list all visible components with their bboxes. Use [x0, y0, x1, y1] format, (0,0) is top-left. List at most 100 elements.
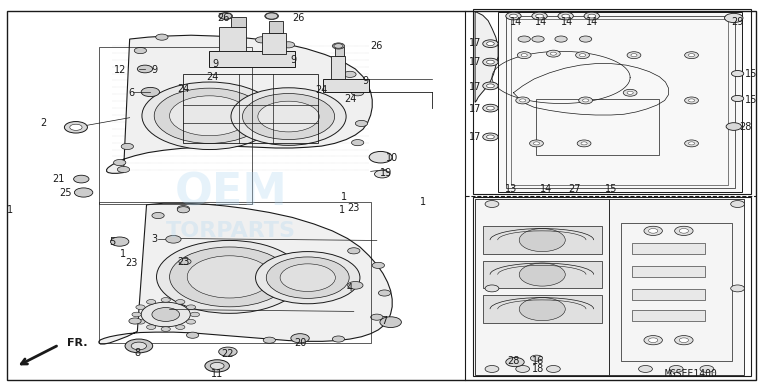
Circle shape [532, 36, 544, 42]
Bar [506, 16, 734, 188]
Circle shape [483, 40, 498, 47]
Text: 9: 9 [291, 55, 297, 65]
Text: OEM: OEM [175, 171, 288, 214]
Circle shape [518, 36, 531, 42]
Bar [483, 295, 601, 323]
Text: 17: 17 [469, 38, 481, 48]
Text: 12: 12 [114, 65, 126, 75]
Circle shape [177, 206, 189, 212]
Circle shape [531, 355, 543, 361]
Circle shape [157, 241, 302, 313]
Circle shape [369, 151, 392, 163]
Circle shape [684, 97, 698, 104]
Circle shape [170, 96, 249, 136]
Text: 29: 29 [731, 17, 744, 27]
Text: 26: 26 [371, 41, 383, 51]
Circle shape [487, 42, 494, 45]
Circle shape [142, 82, 277, 149]
Text: 4: 4 [347, 283, 353, 293]
Circle shape [255, 37, 268, 43]
Circle shape [644, 226, 662, 236]
Circle shape [170, 247, 289, 307]
Circle shape [576, 52, 590, 59]
Circle shape [520, 99, 526, 102]
Circle shape [332, 336, 345, 342]
Bar [219, 27, 246, 50]
Circle shape [584, 12, 599, 20]
Circle shape [506, 357, 524, 367]
Circle shape [132, 312, 141, 317]
Circle shape [579, 97, 593, 104]
Text: 15: 15 [745, 95, 757, 105]
Circle shape [375, 170, 390, 178]
Circle shape [588, 14, 596, 18]
Circle shape [623, 89, 637, 96]
Text: 17: 17 [469, 82, 481, 92]
Circle shape [555, 36, 568, 42]
Circle shape [242, 94, 335, 139]
Circle shape [487, 135, 494, 139]
Text: 5: 5 [109, 238, 115, 248]
Circle shape [674, 226, 693, 236]
Text: 15: 15 [745, 69, 757, 79]
Circle shape [332, 43, 345, 49]
Bar [209, 50, 295, 67]
Text: 15: 15 [604, 184, 618, 194]
Circle shape [516, 365, 530, 372]
Circle shape [483, 104, 498, 112]
Circle shape [688, 54, 694, 57]
Circle shape [282, 42, 295, 48]
Text: 23: 23 [125, 258, 138, 268]
Text: 23: 23 [348, 203, 360, 213]
Circle shape [156, 34, 168, 40]
Circle shape [141, 302, 190, 327]
Circle shape [731, 201, 744, 208]
Bar [537, 99, 659, 155]
Circle shape [218, 347, 237, 356]
Circle shape [580, 36, 592, 42]
Circle shape [510, 14, 518, 18]
Circle shape [186, 305, 195, 310]
Circle shape [688, 142, 694, 145]
Circle shape [530, 140, 544, 147]
Circle shape [166, 236, 181, 243]
Circle shape [631, 54, 637, 57]
Circle shape [536, 14, 544, 18]
Circle shape [487, 60, 494, 64]
Circle shape [147, 300, 156, 304]
Text: 1: 1 [341, 192, 347, 202]
Circle shape [348, 248, 360, 254]
Text: TORPARTS: TORPARTS [166, 221, 296, 241]
Bar [631, 289, 704, 300]
Text: 14: 14 [535, 17, 548, 27]
Text: 24: 24 [315, 85, 328, 95]
Circle shape [125, 339, 153, 353]
Text: 20: 20 [294, 338, 306, 348]
Circle shape [581, 142, 588, 145]
Circle shape [266, 257, 349, 298]
Circle shape [155, 88, 265, 143]
Circle shape [348, 281, 363, 289]
Circle shape [138, 65, 153, 73]
Circle shape [726, 123, 741, 131]
Text: 1: 1 [121, 249, 127, 259]
Text: MGSEE1400: MGSEE1400 [665, 369, 718, 379]
Text: 1: 1 [7, 205, 13, 215]
Circle shape [255, 251, 360, 304]
Circle shape [724, 13, 743, 23]
Text: 25: 25 [60, 187, 72, 198]
Circle shape [558, 12, 574, 20]
Text: 24: 24 [344, 94, 356, 104]
Bar [269, 21, 283, 33]
Text: 17: 17 [469, 57, 481, 67]
Polygon shape [475, 12, 498, 102]
Text: 13: 13 [505, 184, 518, 194]
Text: 9: 9 [212, 59, 218, 69]
Circle shape [519, 229, 565, 251]
Circle shape [731, 95, 744, 102]
Circle shape [583, 99, 589, 102]
Circle shape [519, 263, 565, 286]
Bar [323, 79, 369, 92]
Circle shape [258, 101, 319, 132]
Text: 26: 26 [292, 13, 305, 23]
